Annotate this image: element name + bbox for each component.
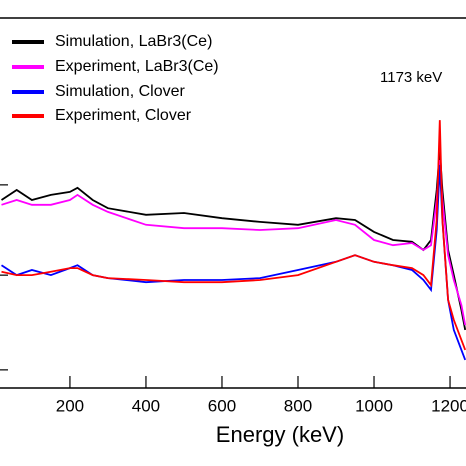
series-line [1, 160, 466, 326]
x-tick-label: 1200 [431, 396, 466, 415]
x-tick-label: 200 [56, 396, 84, 415]
x-tick-label: 1000 [355, 396, 393, 415]
series-line [1, 120, 466, 351]
x-tick-label: 800 [284, 396, 312, 415]
legend-label: Simulation, LaBr3(Ce) [55, 33, 212, 50]
x-tick-label: 400 [132, 396, 160, 415]
legend-label: Experiment, LaBr3(Ce) [55, 58, 219, 75]
annotation: 1173 keV [380, 69, 442, 86]
legend-label: Simulation, Clover [55, 83, 186, 100]
x-axis-label: Energy (keV) [216, 422, 344, 447]
series-line [1, 150, 466, 331]
legend-label: Experiment, Clover [55, 107, 192, 124]
series-line [1, 164, 466, 361]
x-tick-label: 600 [208, 396, 236, 415]
